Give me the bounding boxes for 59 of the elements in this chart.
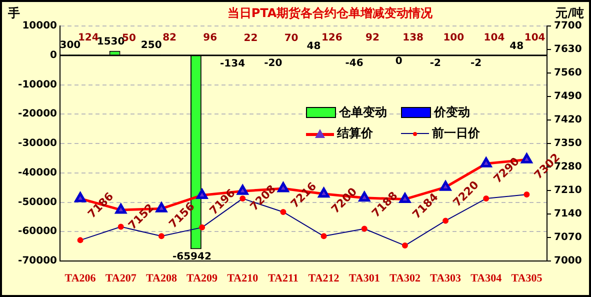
legend-label: 价变动 <box>434 104 470 121</box>
x-tick-label: TA206 <box>64 272 96 284</box>
data-label: 82 <box>162 32 177 44</box>
data-label: 100 <box>443 32 464 44</box>
data-label: 126 <box>321 32 342 44</box>
legend-label: 结算价 <box>337 125 373 142</box>
legend-label: 仓单变动 <box>339 104 387 121</box>
data-label: 138 <box>402 32 424 44</box>
y2-tick-label: 7490 <box>554 91 582 102</box>
data-label: 22 <box>244 32 258 44</box>
y2-tick-label: 7000 <box>554 256 582 267</box>
data-label: 104 <box>484 32 505 44</box>
data-label: 70 <box>284 32 298 44</box>
x-tick-label: TA305 <box>511 272 543 284</box>
x-tick-label: TA209 <box>186 272 218 284</box>
y2-tick-label: 7350 <box>554 138 582 150</box>
y-tick-label: -20000 <box>18 108 58 120</box>
data-label: 104 <box>524 32 546 44</box>
y2-tick-label: 7560 <box>554 68 582 79</box>
x-tick-label: TA303 <box>430 272 462 284</box>
y2-tick-label: 7140 <box>554 208 582 220</box>
data-label: 96 <box>203 32 218 44</box>
x-tick-label: TA210 <box>227 272 259 284</box>
data-label: 48 <box>510 40 524 52</box>
x-tick-label: TA301 <box>348 272 380 284</box>
y2-tick-label: 7630 <box>554 44 582 56</box>
y-axis-title: 手 <box>7 6 20 20</box>
x-tick-label: TA212 <box>308 272 340 284</box>
y-tick-label: -50000 <box>18 196 58 208</box>
y2-tick-label: 7420 <box>554 114 582 126</box>
y2-tick-label: 7070 <box>554 232 582 244</box>
data-label: -65942 <box>172 252 212 263</box>
y-tick-label: -70000 <box>18 256 58 267</box>
y-tick-label: -60000 <box>18 226 58 238</box>
y-tick-label: -40000 <box>18 167 58 178</box>
y-tick-label: 10000 <box>22 20 58 32</box>
data-label: 250 <box>140 40 162 52</box>
data-label: 92 <box>366 32 380 44</box>
data-label: -20 <box>264 58 282 70</box>
y-tick-label: 0 <box>50 50 58 61</box>
data-label: -46 <box>345 58 364 70</box>
y2-tick-label: 7700 <box>554 20 582 32</box>
x-tick-label: TA211 <box>268 272 298 284</box>
legend-label: 前一日价 <box>432 125 480 142</box>
y-tick-label: -30000 <box>18 138 58 150</box>
x-tick-label: TA207 <box>105 272 137 284</box>
x-tick-label: TA302 <box>389 272 421 284</box>
data-label: 0 <box>395 56 402 67</box>
x-tick-label: TA304 <box>470 272 502 284</box>
data-label: -2 <box>470 58 482 69</box>
data-label: -2 <box>430 58 442 69</box>
y-tick-label: -10000 <box>18 79 58 90</box>
x-tick-label: TA208 <box>146 272 178 284</box>
y2-tick-label: 7210 <box>554 185 582 196</box>
chart-title: 当日PTA期货各合约仓单增减变动情况 <box>227 6 434 20</box>
data-label: -134 <box>220 58 246 70</box>
data-label: 48 <box>306 40 321 52</box>
y2-axis-title: 元/吨 <box>554 6 584 20</box>
data-label: 300 <box>60 40 81 52</box>
